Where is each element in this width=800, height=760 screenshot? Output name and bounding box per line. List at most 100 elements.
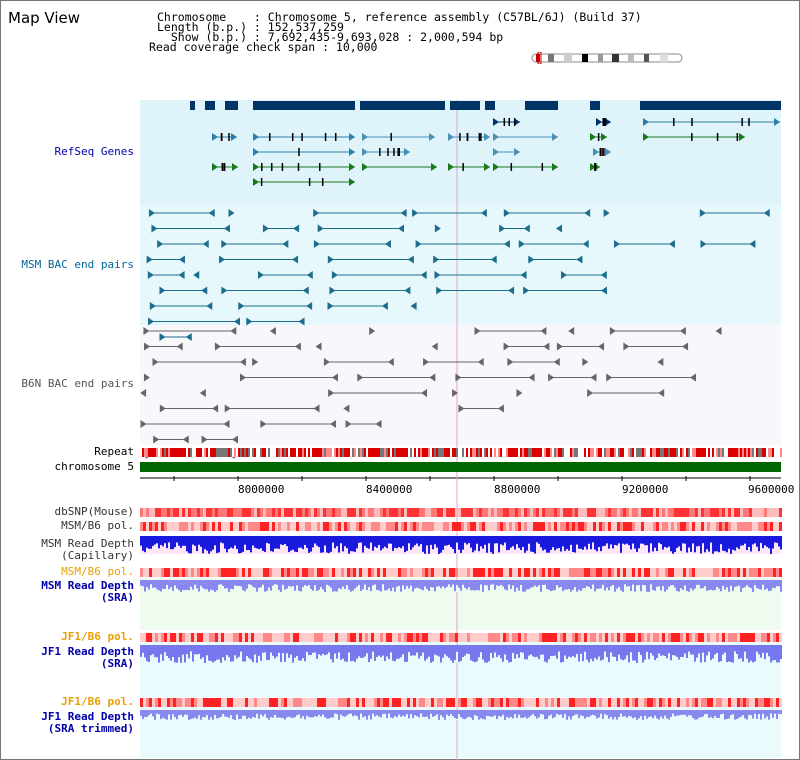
jf1-sra-depth-bar — [530, 645, 532, 655]
jf1-sra-depth-bar — [396, 645, 398, 659]
msm-sra-depth-bar — [230, 580, 232, 589]
msm-sra-depth-bar — [776, 580, 778, 587]
msm-sra-depth-bar — [226, 580, 228, 589]
repeat-segment — [434, 448, 436, 457]
msm-capillary-depth-bar — [722, 536, 724, 551]
msm-b6-pol-sra-heat-cell — [719, 568, 722, 577]
jf1-b6-pol-trim-heat-cell — [251, 698, 254, 707]
refseq-gene-block — [190, 101, 195, 110]
jf1-sra-depth-bar — [554, 645, 556, 656]
refseq-gene-exon — [291, 133, 294, 141]
refseq-gene-start — [596, 118, 602, 126]
msm-b6-pol-sra-heat-cell — [443, 568, 446, 577]
msm-bac-pair-end — [490, 255, 497, 264]
msm-sra-depth-bar — [450, 580, 452, 588]
jf1-trim-depth-bar — [272, 710, 274, 718]
msm-b6-pol-heat-cell — [728, 522, 731, 531]
jf1-b6-pol-heat-cell — [551, 633, 554, 642]
msm-b6-pol-sra-heat-cell — [533, 568, 536, 577]
repeat-segment — [306, 448, 308, 457]
repeat-segment — [526, 448, 528, 457]
jf1-b6-pol-heat-cell — [761, 633, 764, 642]
msm-bac-track[interactable] — [140, 205, 781, 325]
msm-b6-pol-heat-cell — [494, 522, 497, 531]
msm-bac-pair-end — [148, 317, 155, 326]
msm-capillary-depth-bar — [462, 536, 464, 550]
msm-capillary-depth-bar — [366, 536, 368, 548]
msm-capillary-depth-bar — [678, 536, 680, 547]
jf1-sra-depth-bar — [634, 645, 636, 661]
msm-capillary-depth-bar — [474, 536, 476, 551]
msm-sra-depth-bar — [234, 580, 236, 586]
jf1-sra-depth-bar — [684, 645, 686, 654]
msm-sra-depth-bar — [574, 580, 576, 588]
refseq-gene-exon — [716, 133, 719, 141]
msm-sra-depth-bar — [274, 580, 276, 585]
dbsnp-heat-cell — [563, 508, 566, 517]
jf1-b6-pol-trim-heat-cell — [404, 698, 407, 707]
msm-b6-pol-heat-cell — [626, 522, 629, 531]
jf1-trim-depth-bar — [770, 710, 772, 714]
msm-capillary-depth-bar — [430, 536, 432, 545]
b6n-bac-track[interactable] — [140, 325, 781, 445]
jf1-read-depth-sra-label: JF1 Read Depth — [41, 645, 134, 658]
msm-capillary-depth-bar — [486, 536, 488, 553]
msm-capillary-depth-bar — [314, 536, 316, 544]
msm-capillary-depth-bar — [768, 536, 770, 549]
jf1-read-depth-trim-label: JF1 Read Depth — [41, 710, 134, 723]
repeat-segment — [344, 448, 346, 457]
refseq-track[interactable] — [140, 100, 781, 205]
refseq-gene-end — [231, 133, 237, 141]
jf1-trim-depth-bar — [248, 710, 250, 718]
msm-capillary-depth-bar — [158, 536, 160, 549]
jf1-trim-depth-bar — [312, 710, 314, 718]
jf1-b6-pol-heat-cell — [767, 633, 770, 642]
jf1-sra-depth-bar — [390, 645, 392, 653]
jf1-trim-depth-bar — [652, 710, 654, 719]
jf1-b6-pol-heat-cell — [617, 633, 620, 642]
chromosome-ideogram[interactable] — [528, 52, 686, 64]
jf1-sra-depth-bar — [616, 645, 618, 661]
refseq-gene-start — [362, 163, 368, 171]
jf1-b6-pol-trim-heat-cell — [752, 698, 755, 707]
msm-capillary-depth-bar — [686, 536, 688, 553]
repeat-segment — [656, 448, 658, 457]
msm-capillary-depth-bar — [452, 536, 454, 549]
msm-b6-pol-sra-heat-cell — [284, 568, 287, 577]
jf1-b6-pol-heat-cell — [611, 633, 614, 642]
jf1-b6-pol-heat-cell — [665, 633, 668, 642]
repeat-segment — [354, 448, 356, 457]
msm-capillary-depth-bar — [214, 536, 216, 546]
jf1-trim-depth-bar — [526, 710, 528, 719]
msm-b6-pol-heat-cell — [146, 522, 149, 531]
msm-sra-depth-bar — [150, 580, 152, 585]
msm-b6-pol-heat-cell — [647, 522, 650, 531]
msm-sra-depth-bar — [536, 580, 538, 587]
msm-capillary-depth-bar — [670, 536, 672, 552]
jf1-b6-pol-trim-heat-cell — [338, 698, 341, 707]
jf1-b6-pol-heat-cell — [209, 633, 212, 642]
msm-capillary-depth-bar — [548, 536, 550, 553]
ruler-tick-label: 9200000 — [622, 483, 669, 496]
jf1-sra-depth-bar — [424, 645, 426, 661]
repeat-segment — [624, 448, 626, 457]
repeat-segment — [664, 448, 666, 457]
jf1-sra-depth-bar — [612, 645, 614, 657]
jf1-b6-pol-trim-heat-cell — [533, 698, 536, 707]
msm-b6-pol-heat-cell — [224, 522, 227, 531]
msm-b6-pol-sra-heat-cell — [701, 568, 704, 577]
jf1-sra-depth-bar — [518, 645, 520, 658]
jf1-sra-depth-bar — [182, 645, 184, 655]
jf1-sra-depth-bar — [282, 645, 284, 654]
jf1-trim-depth-bar — [464, 710, 466, 720]
msm-bac-pair-end — [700, 240, 707, 248]
msm-b6-pol-sra-heat-cell — [434, 568, 437, 577]
jf1-b6-pol-heat-cell — [437, 633, 440, 642]
jf1-sra-depth-bar — [178, 645, 180, 658]
msm-b6-pol-sra-heat-cell — [395, 568, 398, 577]
msm-b6-pol-sra-heat-cell — [662, 568, 665, 577]
jf1-sra-depth-bar — [644, 645, 646, 660]
b6n-bac-pair-end — [553, 358, 560, 366]
msm-b6-pol-sra-heat-cell — [371, 568, 374, 577]
